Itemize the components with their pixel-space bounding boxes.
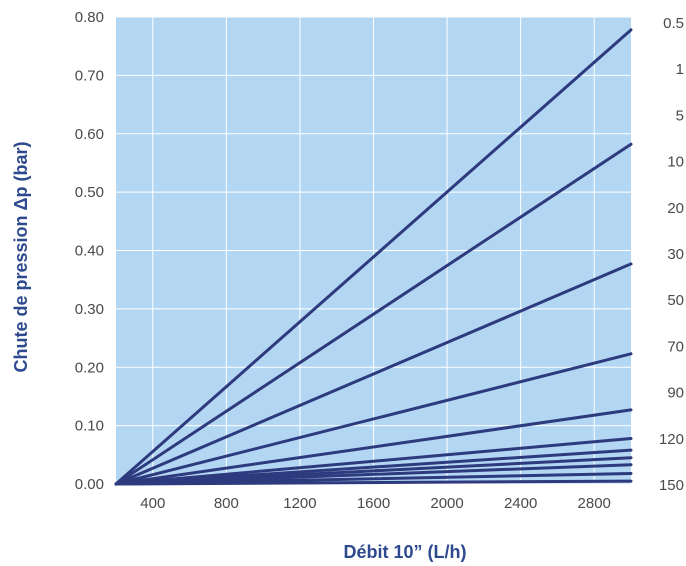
series-line-4: [114, 352, 633, 486]
right-label: 5: [676, 107, 684, 124]
x-tick-label: 2000: [430, 495, 463, 512]
right-label: 90: [667, 385, 684, 402]
x-tick-label: 1200: [283, 495, 316, 512]
series-line-3: [114, 262, 633, 486]
series-line-1: [114, 28, 633, 486]
right-label: 10: [667, 154, 684, 171]
y-tick-label: 0.50: [75, 184, 104, 201]
right-label: 150: [659, 477, 684, 494]
series-line-5: [114, 408, 633, 486]
y-tick-label: 0.70: [75, 67, 104, 84]
x-tick-label: 2400: [504, 495, 537, 512]
y-tick-label: 0.40: [75, 243, 104, 260]
right-label: 50: [667, 292, 684, 309]
x-tick-label: 400: [140, 495, 165, 512]
series-line-2: [114, 142, 633, 486]
y-tick-label: 0.30: [75, 301, 104, 318]
y-axis-title: Chute de pression Δp (bar): [11, 142, 31, 373]
grid-lines: [116, 16, 631, 485]
series-line-6: [114, 436, 633, 486]
right-label: 70: [667, 338, 684, 355]
y-tick-label: 0.80: [75, 9, 104, 26]
y-tick-labels: 0.00 0.10 0.20 0.30 0.40 0.50 0.60 0.70 0.80: [75, 9, 104, 493]
y-tick-label: 0.20: [75, 359, 104, 376]
series-line-11: [114, 479, 633, 486]
x-tick-label: 1600: [357, 495, 390, 512]
x-tick-label: 2800: [578, 495, 611, 512]
right-labels: 0.5 1 5 10 20 30 50 70 90 120 150: [659, 15, 684, 494]
y-tick-label: 0.00: [75, 476, 104, 493]
x-tick-label: 800: [214, 495, 239, 512]
right-label: 120: [659, 431, 684, 448]
right-label: 20: [667, 200, 684, 217]
x-tick-labels: 400 800 1200 1600 2000 2400 2800: [140, 495, 611, 512]
right-label: 0.5: [663, 15, 684, 32]
y-tick-label: 0.60: [75, 126, 104, 143]
right-label: 1: [676, 61, 684, 78]
right-label: 30: [667, 246, 684, 263]
series-lines: [114, 28, 633, 486]
x-axis-title: Débit 10” (L/h): [343, 542, 466, 562]
y-tick-label: 0.10: [75, 418, 104, 435]
